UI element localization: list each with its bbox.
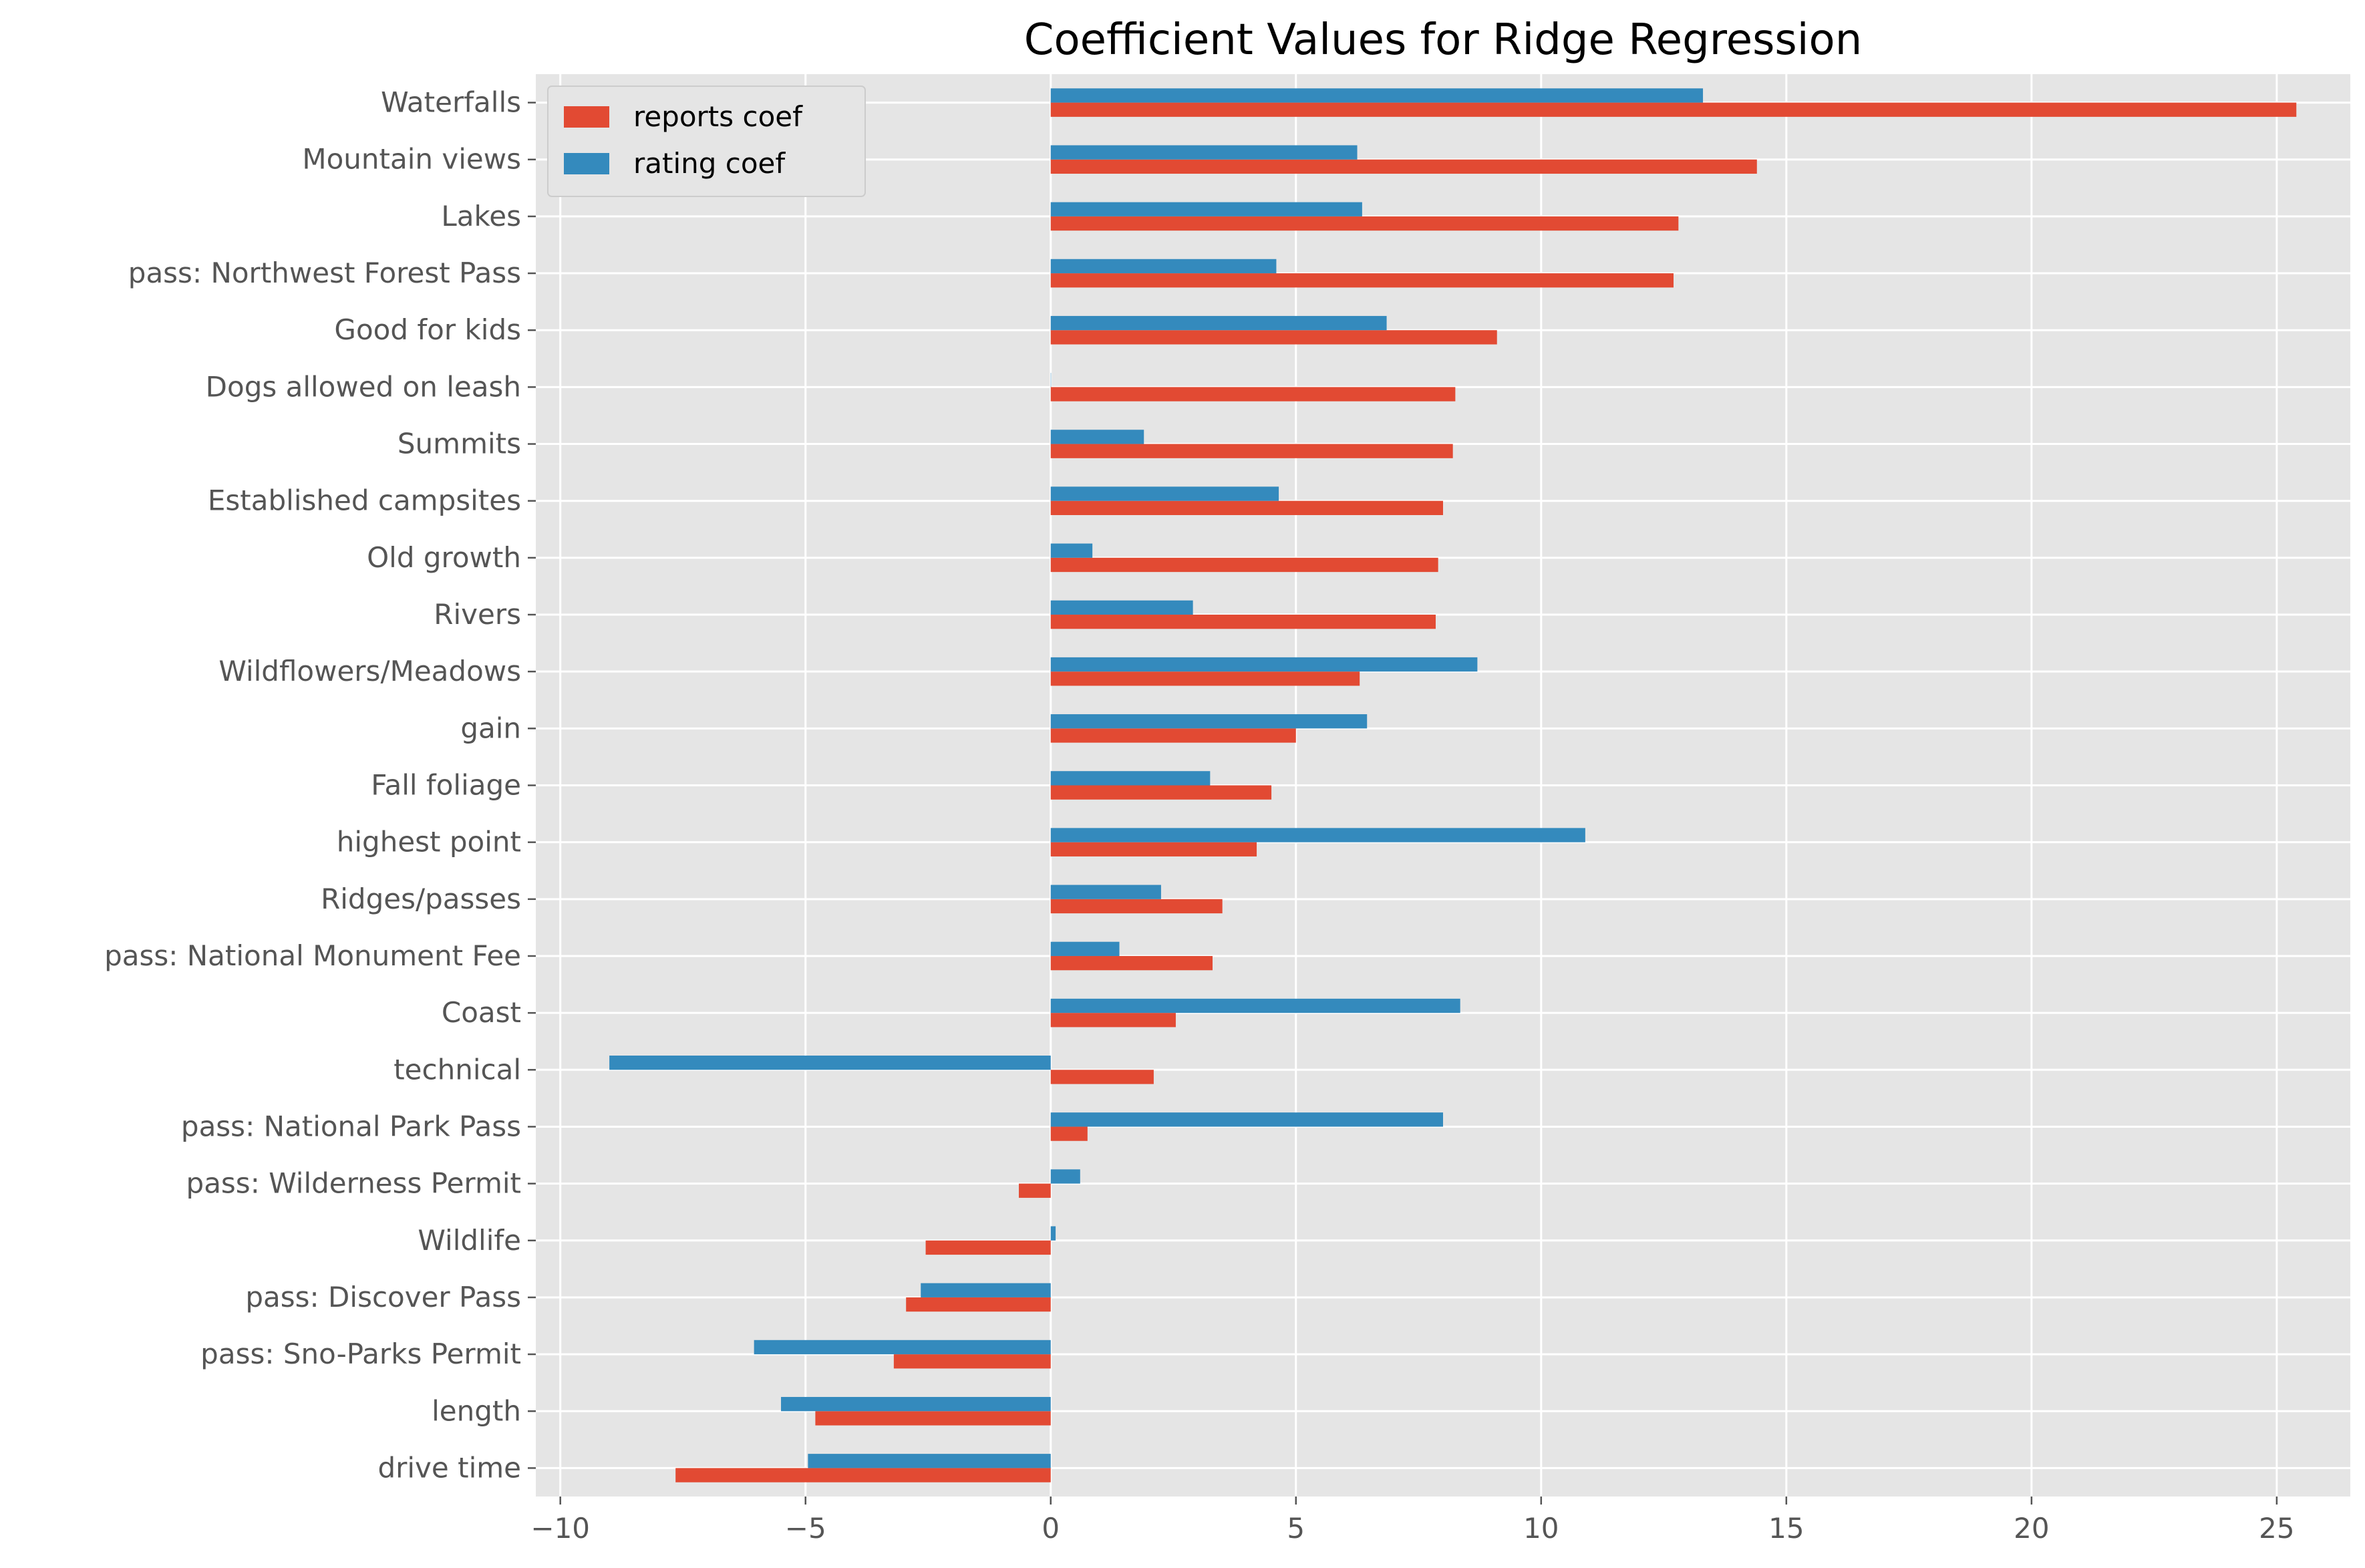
rating-coef-bar — [1050, 600, 1193, 615]
rating-coef-bar — [1050, 202, 1362, 216]
reports-coef-bar — [906, 1297, 1051, 1312]
rating-coef-bar — [1050, 88, 1704, 103]
legend-label-rating: rating coef — [633, 147, 786, 180]
rating-coef-bar — [1050, 1169, 1080, 1184]
legend-box — [547, 86, 866, 197]
x-tick-label: −10 — [530, 1512, 590, 1545]
chart-title: Coefficient Values for Ridge Regression — [1024, 15, 1863, 65]
rating-coef-bar — [1050, 486, 1279, 501]
rating-coef-bar — [1050, 315, 1387, 331]
y-tick-label: pass: National Park Pass — [181, 1110, 521, 1142]
reports-coef-bar — [1050, 842, 1257, 856]
y-tick-label: Summits — [398, 428, 521, 460]
rating-coef-bar — [1050, 828, 1585, 842]
y-tick-label: Coast — [442, 996, 521, 1029]
reports-coef-bar — [1050, 273, 1674, 288]
y-tick-label: pass: Northwest Forest Pass — [128, 257, 521, 289]
rating-coef-bar — [921, 1283, 1051, 1297]
bars — [609, 88, 2297, 1482]
y-tick-label: highest point — [337, 826, 521, 858]
reports-coef-bar — [893, 1354, 1051, 1369]
rating-coef-bar — [1050, 373, 1052, 387]
rating-coef-bar — [1050, 1112, 1443, 1127]
reports-coef-bar — [675, 1468, 1051, 1482]
y-tick-label: Mountain views — [302, 143, 521, 176]
x-tick-label: 5 — [1287, 1512, 1305, 1545]
x-tick-label: −5 — [785, 1512, 826, 1545]
y-tick-label: technical — [393, 1053, 521, 1086]
legend: reports coef rating coef — [547, 86, 866, 197]
rating-coef-bar — [1050, 941, 1120, 956]
reports-coef-bar — [1050, 557, 1438, 573]
y-tick-label: Wildlife — [418, 1224, 521, 1257]
y-tick-label: pass: National Monument Fee — [104, 939, 521, 972]
rating-coef-bar — [781, 1396, 1051, 1412]
reports-coef-bar — [1050, 1126, 1088, 1141]
rating-coef-bar — [1050, 430, 1144, 444]
x-axis-ticks: −10 −5 0 5 10 15 20 25 — [530, 1497, 2295, 1545]
reports-coef-bar — [1050, 500, 1443, 515]
reports-coef-bar — [1050, 216, 1679, 231]
y-tick-label: Waterfalls — [381, 86, 521, 119]
reports-coef-bar — [1050, 330, 1497, 345]
reports-coef-bar — [1050, 387, 1456, 402]
y-axis-ticks: Waterfalls Mountain views Lakes pass: North… — [104, 86, 536, 1484]
rating-coef-bar — [1050, 714, 1368, 729]
legend-label-reports: reports coef — [633, 100, 803, 133]
y-tick-label: Fall foliage — [371, 769, 521, 802]
reports-coef-bar — [925, 1240, 1051, 1255]
x-tick-label: 0 — [1042, 1512, 1060, 1545]
rating-coef-bar — [1050, 1226, 1056, 1241]
y-tick-label: gain — [460, 712, 521, 744]
reports-coef-bar — [1050, 671, 1360, 686]
reports-coef-bar — [1050, 785, 1272, 800]
y-tick-label: Rivers — [434, 598, 521, 631]
rating-coef-bar — [1050, 885, 1161, 899]
x-tick-label: 10 — [1523, 1512, 1559, 1545]
rating-coef-bar — [1050, 998, 1460, 1013]
x-tick-label: 15 — [1768, 1512, 1804, 1545]
rating-coef-bar — [754, 1340, 1051, 1355]
y-tick-label: Good for kids — [334, 313, 521, 346]
y-tick-label: Wildflowers/Meadows — [218, 655, 521, 687]
x-tick-label: 25 — [2259, 1512, 2294, 1545]
reports-coef-bar — [1050, 1070, 1154, 1084]
y-tick-label: drive time — [377, 1451, 521, 1484]
reports-coef-bar — [815, 1411, 1051, 1426]
rating-coef-bar — [1050, 657, 1478, 672]
y-tick-label: pass: Wilderness Permit — [186, 1167, 521, 1200]
y-tick-label: pass: Sno-Parks Permit — [200, 1338, 521, 1370]
reports-coef-bar — [1050, 444, 1453, 458]
reports-coef-bar — [1050, 1013, 1176, 1028]
y-tick-label: Established campsites — [208, 484, 521, 517]
reports-coef-bar — [1019, 1183, 1051, 1198]
y-tick-label: length — [432, 1394, 521, 1427]
reports-coef-bar — [1050, 728, 1296, 743]
reports-coef-bar — [1050, 899, 1223, 914]
y-tick-label: Old growth — [367, 541, 521, 574]
rating-coef-bar — [808, 1454, 1051, 1468]
reports-coef-bar — [1050, 615, 1436, 629]
rating-coef-bar — [609, 1056, 1051, 1070]
legend-swatch-rating — [564, 153, 609, 174]
y-tick-label: Dogs allowed on leash — [206, 370, 521, 403]
reports-coef-bar — [1050, 159, 1757, 174]
x-tick-label: 20 — [2014, 1512, 2049, 1545]
y-tick-label: Ridges/passes — [321, 883, 521, 915]
rating-coef-bar — [1050, 543, 1093, 558]
y-tick-label: pass: Discover Pass — [245, 1281, 521, 1313]
legend-swatch-reports — [564, 106, 609, 128]
rating-coef-bar — [1050, 771, 1211, 786]
rating-coef-bar — [1050, 259, 1277, 274]
y-tick-label: Lakes — [441, 200, 521, 232]
rating-coef-bar — [1050, 145, 1358, 160]
reports-coef-bar — [1050, 102, 2297, 117]
reports-coef-bar — [1050, 955, 1213, 971]
